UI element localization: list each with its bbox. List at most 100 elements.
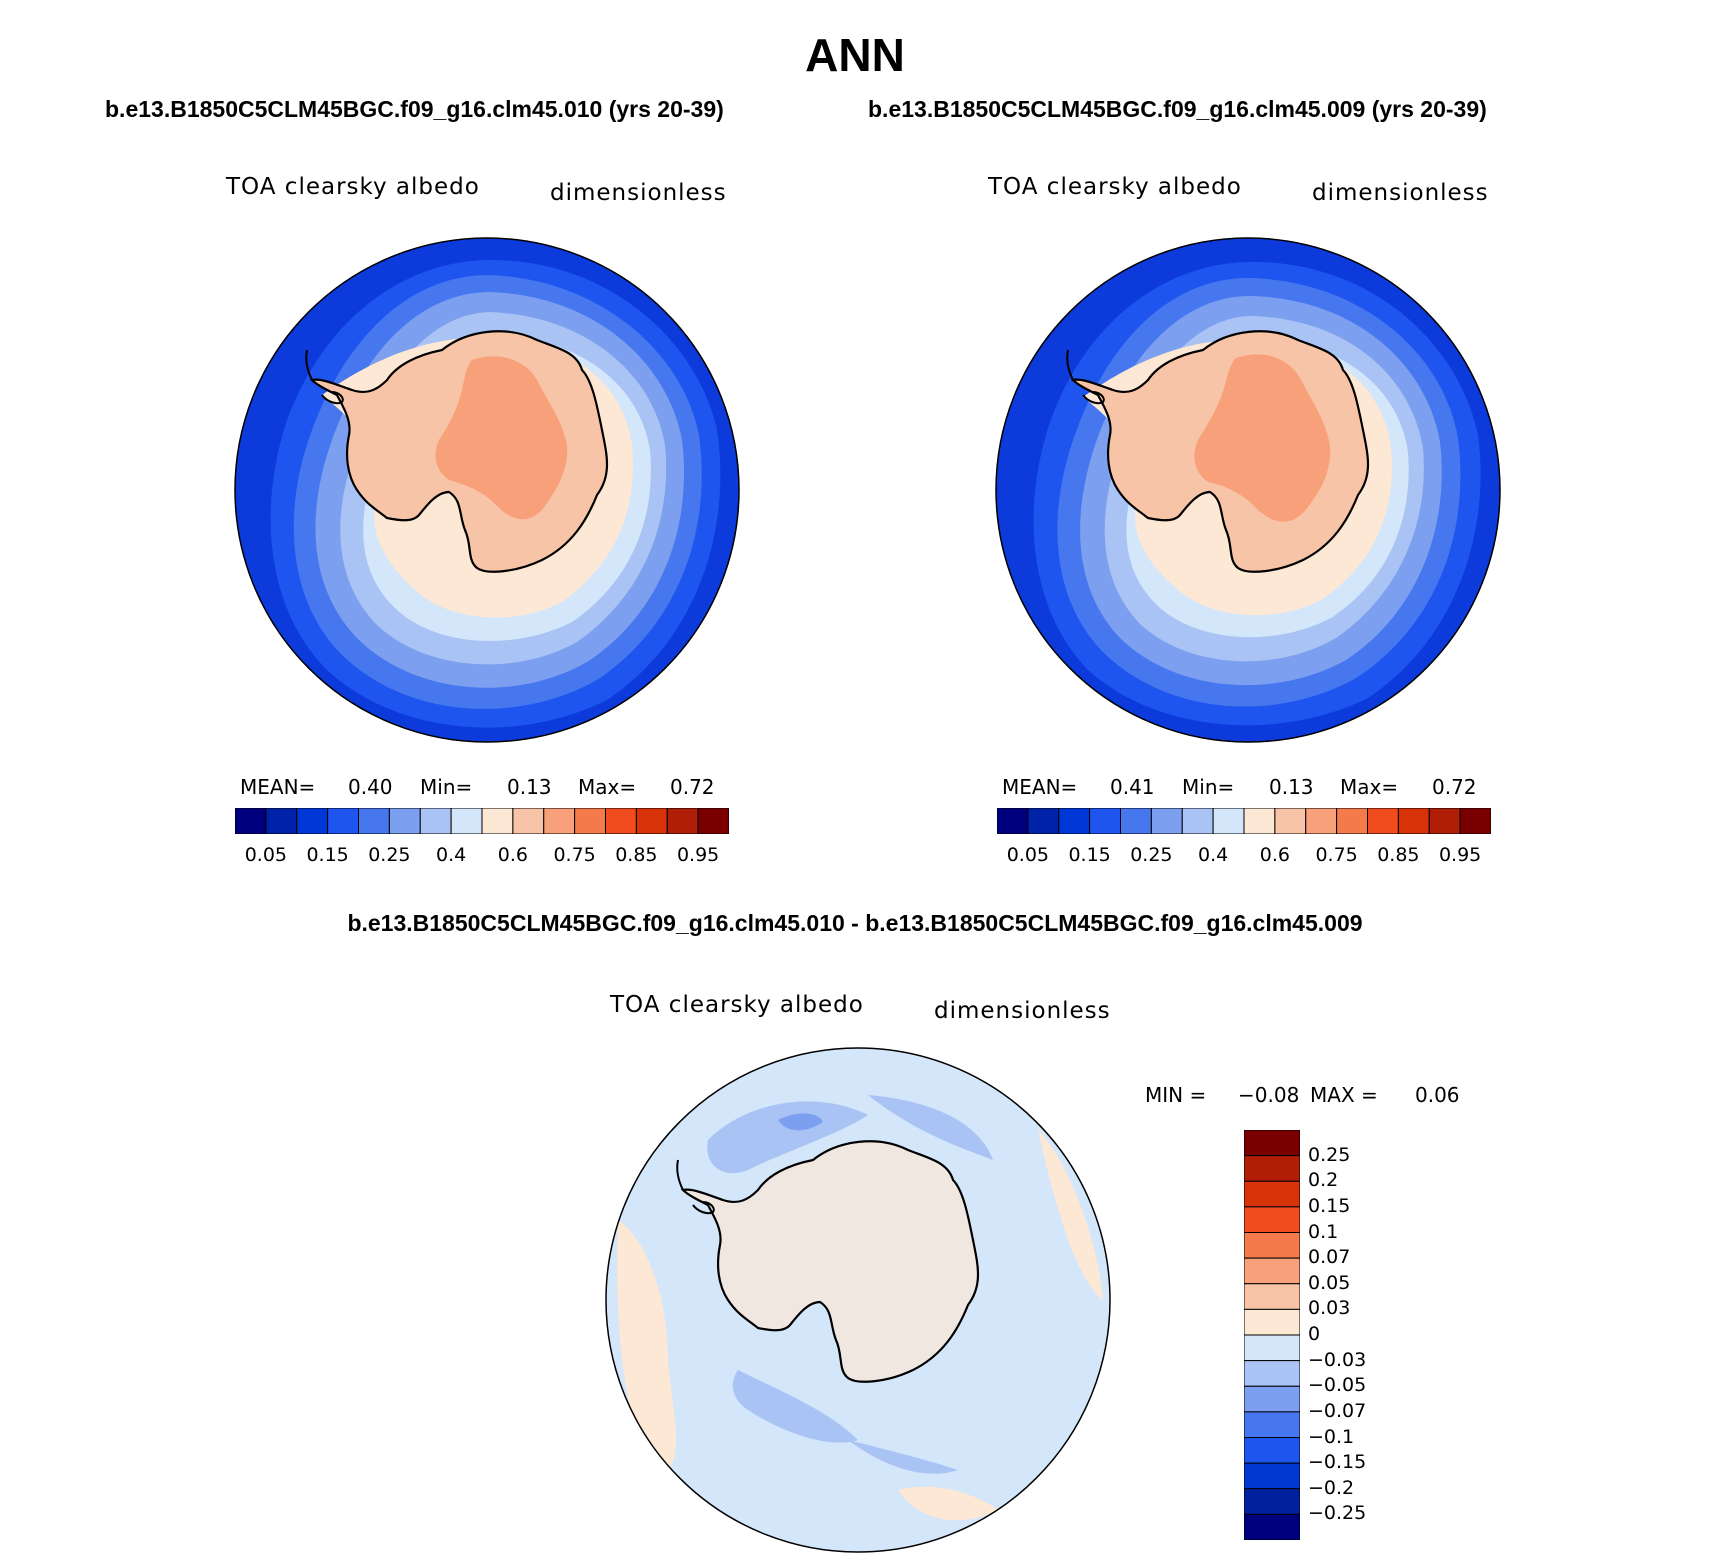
- colorbar-swatch: [388, 808, 421, 834]
- colorbar-tick-label: 0.95: [676, 844, 720, 866]
- colorbar-tick-label: 0.25: [368, 844, 411, 866]
- colorbar-tick-label: 0.03: [1308, 1297, 1351, 1320]
- colorbar-swatch: [1244, 1232, 1300, 1259]
- case1-title: b.e13.B1850C5CLM45BGC.f09_g16.clm45.010 …: [105, 96, 724, 122]
- colorbar-swatch: [1244, 1488, 1300, 1515]
- colorbar-swatch: [1150, 808, 1183, 834]
- left-max-value: 0.72: [670, 775, 715, 799]
- peninsula-coast: [305, 349, 344, 405]
- diff-max-label: MAX =: [1310, 1083, 1378, 1107]
- left-colorbar: [235, 808, 729, 834]
- colorbar-swatch: [481, 808, 514, 834]
- colorbar-swatch: [1244, 1513, 1300, 1540]
- colorbar-swatch: [635, 808, 668, 834]
- colorbar-swatch: [1244, 1385, 1300, 1413]
- colorbar-swatch: [1027, 808, 1060, 834]
- colorbar-tick-label: 0.4: [1198, 844, 1229, 866]
- colorbar-tick-label: 0.05: [244, 844, 288, 866]
- right-colorbar: [997, 808, 1491, 834]
- colorbar-swatch: [296, 808, 329, 834]
- colorbar-swatch: [1244, 1180, 1300, 1208]
- antarctica-coastline: [680, 1140, 980, 1383]
- colorbar-swatch: [997, 808, 1029, 834]
- colorbar-swatch: [1244, 1360, 1300, 1387]
- right-min-value: 0.13: [1269, 775, 1314, 799]
- colorbar-swatch: [1244, 1155, 1300, 1182]
- colorbar-swatch: [1120, 808, 1152, 834]
- colorbar-swatch: [1244, 1283, 1300, 1310]
- antarctica-plateau: [1194, 354, 1331, 522]
- colorbar-tick-label: −0.15: [1308, 1451, 1367, 1474]
- right-min-label: Min=: [1182, 775, 1235, 799]
- colorbar-tick-label: 0: [1308, 1323, 1321, 1345]
- antarctica-diff-interior: [683, 1141, 978, 1382]
- colorbar-tick-label: −0.25: [1308, 1502, 1367, 1525]
- peninsula-coast: [676, 1159, 715, 1215]
- colorbar-tick-label: 0.4: [436, 844, 467, 866]
- colorbar-swatch: [697, 808, 729, 834]
- negative-anomaly-north2: [778, 1113, 823, 1131]
- colorbar-tick-label: −0.07: [1308, 1399, 1367, 1422]
- colorbar-tick-label: 0.85: [615, 844, 658, 866]
- colorbar-tick-label: 0.15: [1308, 1194, 1351, 1217]
- colorbar-tick-label: 0.05: [1006, 844, 1050, 866]
- colorbar-swatch: [1459, 808, 1491, 834]
- colorbar-swatch: [327, 808, 359, 834]
- colorbar-swatch: [1243, 808, 1276, 834]
- colorbar-swatch: [1244, 1411, 1300, 1438]
- left-units-label: dimensionless: [550, 180, 727, 206]
- left-map: [234, 237, 740, 743]
- colorbar-swatch: [1274, 808, 1307, 834]
- colorbar-tick-label: −0.1: [1308, 1425, 1355, 1448]
- positive-anomaly-east: [1038, 1130, 1103, 1300]
- negative-anomaly-southwest: [732, 1370, 858, 1443]
- diff-units-label: dimensionless: [934, 998, 1111, 1024]
- difference-colorbar: [1244, 1130, 1300, 1540]
- colorbar-tick-label: −0.05: [1308, 1374, 1367, 1397]
- colorbar-swatch: [543, 808, 576, 834]
- left-max-label: Max=: [578, 775, 637, 799]
- colorbar-swatch: [1367, 808, 1399, 834]
- right-mean-label: MEAN=: [1002, 775, 1078, 799]
- left-variable-label: TOA clearsky albedo: [226, 174, 480, 200]
- season-title: ANN: [805, 29, 905, 81]
- colorbar-swatch: [1244, 1206, 1300, 1233]
- colorbar-swatch: [512, 808, 545, 834]
- difference-title: b.e13.B1850C5CLM45BGC.f09_g16.clm45.010 …: [347, 910, 1363, 936]
- antarctica-coastline: [309, 330, 609, 573]
- colorbar-tick-label: −0.03: [1308, 1348, 1367, 1371]
- colorbar-swatch: [1244, 1130, 1300, 1157]
- colorbar-swatch: [1336, 808, 1368, 834]
- case2-title: b.e13.B1850C5CLM45BGC.f09_g16.clm45.009 …: [868, 96, 1487, 122]
- diff-variable-label: TOA clearsky albedo: [610, 992, 864, 1018]
- peninsula-coast: [1066, 349, 1105, 405]
- colorbar-swatch: [1244, 1334, 1300, 1362]
- left-mean-value: 0.40: [348, 775, 393, 799]
- negative-anomaly-north: [707, 1101, 868, 1174]
- colorbar-swatch: [450, 808, 483, 834]
- colorbar-tick-label: 0.2: [1308, 1169, 1339, 1192]
- diff-min-value: −0.08: [1238, 1083, 1300, 1107]
- colorbar-swatch: [605, 808, 637, 834]
- left-mean-label: MEAN=: [240, 775, 316, 799]
- colorbar-tick-label: 0.85: [1377, 844, 1420, 866]
- positive-anomaly-south: [898, 1486, 998, 1521]
- colorbar-swatch: [419, 808, 452, 834]
- colorbar-tick-label: 0.05: [1308, 1271, 1351, 1294]
- colorbar-tick-label: 0.25: [1308, 1143, 1351, 1166]
- colorbar-swatch: [1058, 808, 1091, 834]
- colorbar-tick-label: 0.75: [553, 844, 596, 866]
- antarctica-coastline: [1070, 330, 1370, 573]
- colorbar-swatch: [1181, 808, 1214, 834]
- colorbar-tick-label: 0.1: [1308, 1220, 1339, 1243]
- diff-max-value: 0.06: [1415, 1083, 1460, 1107]
- colorbar-swatch: [1305, 808, 1338, 834]
- colorbar-swatch: [235, 808, 267, 834]
- left-min-value: 0.13: [507, 775, 552, 799]
- antarctica-plateau: [435, 356, 568, 520]
- colorbar-tick-label: 0.95: [1438, 844, 1482, 866]
- colorbar-swatch: [1244, 1308, 1300, 1336]
- left-min-label: Min=: [420, 775, 473, 799]
- colorbar-tick-label: 0.6: [1259, 844, 1290, 866]
- colorbar-tick-label: 0.6: [497, 844, 528, 866]
